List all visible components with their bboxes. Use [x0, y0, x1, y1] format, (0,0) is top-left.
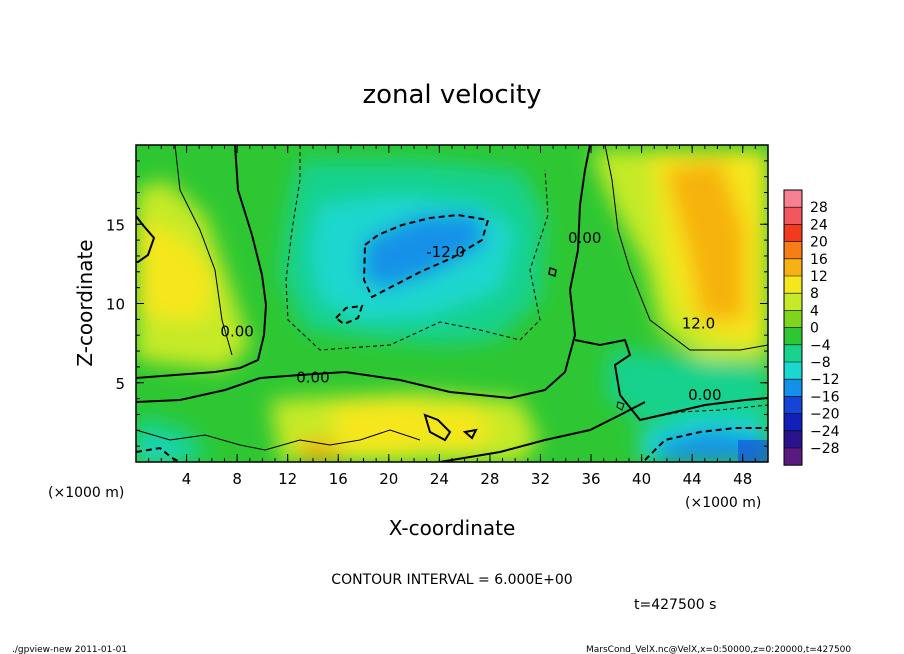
contour-label: -12.0: [426, 243, 465, 261]
footer-right: MarsCond_VelX.nc@VelX,x=0:50000,z=0:2000…: [586, 645, 851, 654]
colorbar-label: −12: [810, 372, 840, 388]
colorbar-swatch: [784, 430, 802, 448]
contour-label: 12.0: [682, 315, 715, 333]
contour-label: 0.00: [220, 322, 253, 340]
colorbar-swatch: [784, 276, 802, 294]
colorbar-label: 0: [810, 321, 819, 337]
x-axis: 4 8 12 16 20 24 28 32 36 40 44 48: [148, 145, 756, 488]
colorbar-label: 12: [810, 269, 828, 285]
contour-labels: 0.00 0.00 0.00 0.00 -12.0 12.0: [220, 229, 721, 404]
contour-label: 0.00: [296, 368, 329, 386]
x-tick-label: 32: [531, 470, 550, 488]
colorbar-swatch: [784, 327, 802, 345]
colorbar-label: 8: [810, 286, 819, 302]
colorbar-label: 4: [810, 303, 819, 319]
chart-title: zonal velocity: [362, 80, 541, 110]
colorbar-label: −28: [810, 441, 840, 457]
colorbar-label: −4: [810, 338, 831, 354]
x-tick-label: 36: [581, 470, 600, 488]
colorbar-swatch: [784, 258, 802, 276]
colorbar-label: −20: [810, 407, 840, 423]
contour-label: 0.00: [688, 386, 721, 404]
x-tick-label: 40: [632, 470, 651, 488]
plot-area: 0.00 0.00 0.00 0.00 -12.0 12.0: [136, 145, 768, 462]
footer-left: ./gpview-new 2011-01-01: [12, 645, 127, 654]
x-tick-label: 24: [430, 470, 449, 488]
colorbar-label: 20: [810, 235, 828, 251]
y-tick-label: 10: [106, 296, 125, 314]
x-tick-label: 12: [278, 470, 297, 488]
colorbar-swatch: [784, 207, 802, 225]
contour-interval: CONTOUR INTERVAL = 6.000E+00: [331, 572, 572, 588]
colorbar-label: 28: [810, 200, 828, 216]
y-tick-label: 15: [106, 216, 125, 234]
y-axis: 5 10 15: [106, 160, 768, 447]
x-tick-label: 48: [733, 470, 752, 488]
time-label: t=427500 s: [634, 597, 716, 613]
colorbar-label: −16: [810, 389, 840, 405]
x-unit-right: (×1000 m): [685, 495, 761, 511]
contour-label: 0.00: [568, 229, 601, 247]
colorbar-label: 24: [810, 217, 828, 233]
colorbar-label: −24: [810, 424, 840, 440]
colorbar-label: 16: [810, 252, 828, 268]
colorbar-swatch: [784, 448, 802, 466]
y-tick-label: 5: [115, 375, 125, 393]
x-axis-label: X-coordinate: [389, 516, 516, 540]
colorbar-swatch: [784, 241, 802, 259]
colorbar-swatch: [784, 293, 802, 311]
x-tick-label: 4: [182, 470, 192, 488]
x-tick-label: 28: [480, 470, 499, 488]
colorbar-swatch: [784, 379, 802, 397]
x-tick-label: 8: [232, 470, 242, 488]
colorbar-swatch: [784, 190, 802, 208]
colorbar-swatch: [784, 344, 802, 362]
x-tick-label: 16: [329, 470, 348, 488]
colorbar-swatch: [784, 396, 802, 414]
x-tick-label: 44: [683, 470, 702, 488]
colorbar-swatch: [784, 413, 802, 431]
colorbar-swatch: [784, 224, 802, 242]
x-unit-left: (×1000 m): [48, 485, 124, 501]
y-axis-label: Z-coordinate: [73, 239, 97, 366]
colorbar-swatch: [784, 310, 802, 328]
x-tick-label: 20: [379, 470, 398, 488]
colorbar-swatch: [784, 362, 802, 380]
colorbar-label: −8: [810, 355, 831, 371]
